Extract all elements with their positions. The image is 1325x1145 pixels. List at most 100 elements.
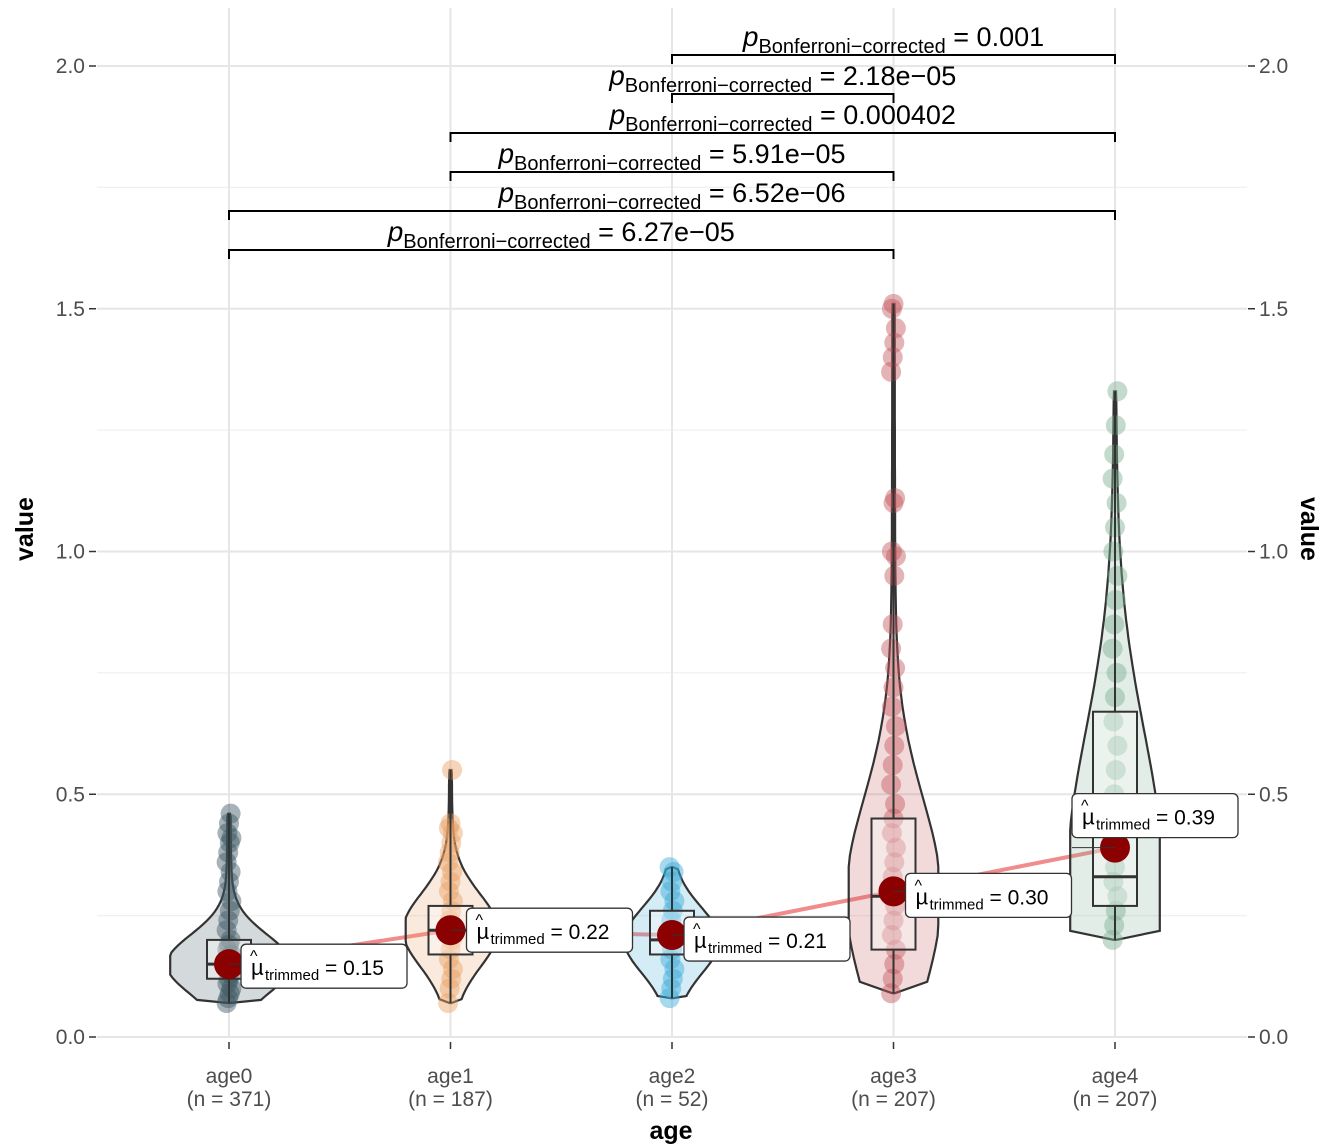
data-point-age4 — [1105, 759, 1126, 780]
data-point-age3 — [881, 823, 902, 844]
data-point-age4 — [1102, 638, 1123, 659]
data-point-age1 — [438, 993, 459, 1014]
y-tick-label-right: 2.0 — [1259, 55, 1288, 78]
mean-label-subscript-age0: trimmed — [265, 967, 319, 984]
p-equals: = — [701, 178, 732, 208]
mean-label-box-age3 — [904, 872, 1073, 918]
p-equals: = — [813, 100, 844, 130]
y-tick-label-left: 2.0 — [56, 55, 85, 78]
y-tick-label-right: 1.0 — [1259, 541, 1288, 564]
mean-label-mu-age3: µ — [916, 884, 929, 909]
p-value: 0.000402 — [843, 100, 956, 130]
data-point-age4 — [1102, 929, 1123, 950]
mean-label-mu-age2: µ — [694, 928, 707, 953]
data-point-age0 — [217, 881, 238, 902]
data-point-age4 — [1107, 735, 1128, 756]
data-point-age1 — [442, 759, 463, 780]
data-point-age4 — [1106, 662, 1127, 683]
comparison-label: pBonferroni−corrected = 0.000402 — [609, 99, 956, 136]
y-tick-label-right: 0.0 — [1259, 1026, 1288, 1049]
data-point-age4 — [1107, 886, 1128, 907]
mean-label-value-age1: = 0.22 — [551, 921, 610, 944]
data-point-age4 — [1107, 381, 1128, 402]
y-tick-label-left: 0.5 — [56, 783, 85, 806]
comparison-label: pBonferroni−corrected = 5.91e−05 — [497, 138, 845, 175]
comparison-bracket — [671, 54, 1116, 64]
data-point-age4 — [1102, 468, 1123, 489]
x-tick-n-label-age2: (n = 52) — [636, 1088, 709, 1111]
mean-label-subscript-age3: trimmed — [930, 896, 984, 913]
data-point-age2 — [663, 861, 684, 882]
comparison-brackets: pBonferroni−corrected = 0.001pBonferroni… — [228, 21, 1116, 259]
y-tick-label-right: 1.5 — [1259, 298, 1288, 321]
y-tick-label-left: 0.0 — [56, 1026, 85, 1049]
p-value: 5.91e−05 — [732, 139, 845, 169]
data-point-age1 — [438, 852, 459, 873]
y-axis-title-secondary: value — [1295, 497, 1323, 561]
data-point-age0 — [221, 891, 242, 912]
data-point-age3 — [884, 852, 905, 873]
comparison-p-label: pBonferroni−corrected = 0.000402 — [609, 99, 956, 136]
data-point-age3 — [881, 541, 902, 562]
mean-label-hat-age0: ^ — [250, 948, 258, 965]
p-symbol: p — [608, 60, 625, 91]
comparison-p-label: pBonferroni−corrected = 6.27e−05 — [387, 216, 735, 253]
mean-label-box-age0 — [240, 943, 408, 989]
data-point-age2 — [659, 857, 680, 878]
comparison-bracket — [228, 210, 1116, 220]
mean-label-box-age2 — [683, 916, 851, 962]
data-point-age2 — [664, 959, 685, 980]
data-point-age3 — [881, 638, 902, 659]
data-point-age4 — [1107, 565, 1128, 586]
x-tick-label-age2: age2 — [649, 1065, 696, 1088]
p-subscript: Bonferroni−corrected — [758, 36, 945, 58]
mean-label-hat-age3: ^ — [915, 877, 923, 894]
data-point-age2 — [664, 891, 685, 912]
mean-label-subscript-age2: trimmed — [708, 940, 762, 957]
comparison-bracket — [671, 93, 895, 103]
p-symbol: p — [609, 99, 626, 130]
comparison-bracket — [449, 132, 1116, 142]
data-point-age3 — [881, 925, 902, 946]
comparison-bracket — [449, 171, 895, 181]
data-point-age0 — [220, 861, 241, 882]
data-point-age3 — [885, 716, 906, 737]
mean-label-value-age2: = 0.21 — [768, 930, 827, 953]
x-tick-label-age1: age1 — [427, 1065, 474, 1088]
p-subscript: Bonferroni−corrected — [514, 153, 701, 175]
data-point-age0 — [216, 852, 237, 873]
data-point-age3 — [885, 318, 906, 339]
p-subscript: Bonferroni−corrected — [403, 231, 590, 253]
comparison-label: pBonferroni−corrected = 6.52e−06 — [497, 177, 845, 214]
p-equals: = — [946, 22, 977, 52]
mean-label-hat-age1: ^ — [476, 912, 484, 929]
mean-label-mu-age4: µ — [1082, 805, 1095, 830]
data-point-age4 — [1106, 492, 1127, 513]
x-tick-n-label-age3: (n = 207) — [851, 1088, 936, 1111]
mean-label-hat-age4: ^ — [1081, 798, 1089, 815]
data-point-age3 — [885, 658, 906, 679]
data-point-age3 — [881, 298, 902, 319]
axes: 0.0 0.0 0.5 0.5 1.0 1.0 1.5 1.5 2.0 2.0 age0(n = 3… — [56, 55, 1288, 1111]
data-point-age1 — [442, 823, 463, 844]
data-point-age0 — [221, 827, 242, 848]
data-point-age4 — [1103, 711, 1124, 732]
mean-label-value-age4: = 0.39 — [1156, 807, 1215, 830]
p-subscript: Bonferroni−corrected — [514, 192, 701, 214]
data-point-age3 — [881, 774, 902, 795]
mean-label-hat-age2: ^ — [693, 921, 701, 938]
data-point-age4 — [1105, 857, 1125, 878]
x-tick-n-label-age0: (n = 371) — [187, 1088, 272, 1111]
x-tick-label-age3: age3 — [870, 1065, 917, 1088]
p-equals: = — [591, 217, 622, 247]
comparison-p-label: pBonferroni−corrected = 0.001 — [742, 21, 1044, 58]
p-symbol: p — [497, 177, 514, 208]
data-point-age0 — [217, 823, 238, 844]
mean-label-mu-age1: µ — [477, 919, 490, 944]
p-symbol: p — [742, 21, 759, 52]
x-tick-n-label-age1: (n = 187) — [408, 1088, 493, 1111]
p-equals: = — [812, 61, 843, 91]
data-point-age3 — [885, 793, 906, 814]
data-point-age2 — [659, 988, 680, 1009]
